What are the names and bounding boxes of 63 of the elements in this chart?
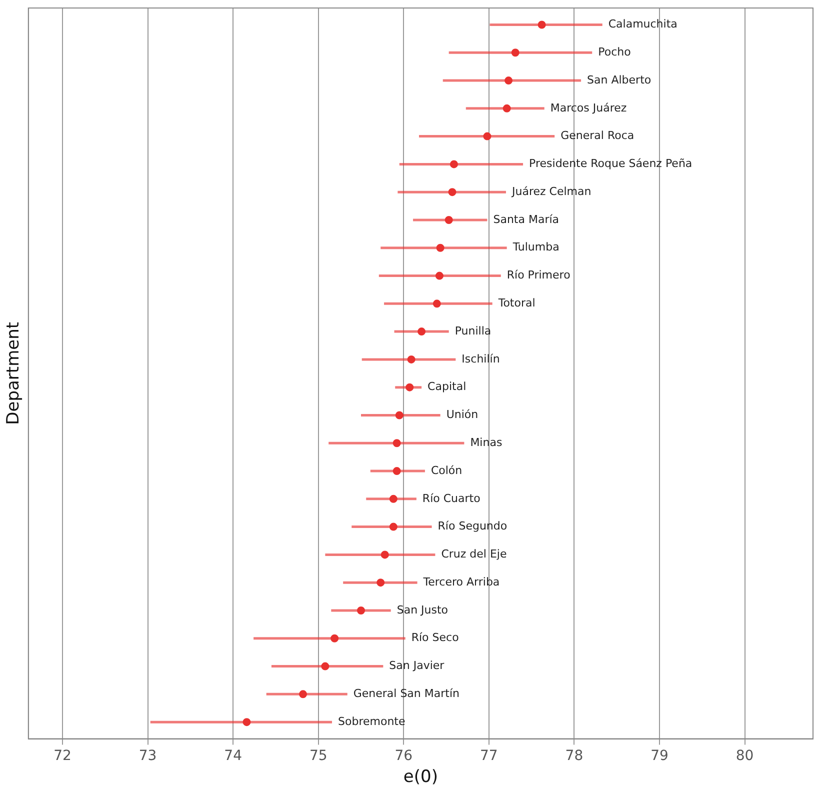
point: [538, 20, 546, 29]
point: [504, 76, 513, 85]
point: [376, 578, 385, 587]
point: [435, 272, 444, 280]
x-tick-label: 75: [309, 748, 328, 764]
point: [483, 132, 492, 140]
y-tick-label: Río Primero: [506, 268, 571, 282]
y-tick-label: Totoral: [497, 296, 536, 310]
x-tick-label: 74: [224, 748, 242, 764]
point: [389, 494, 398, 503]
point: [395, 411, 404, 420]
point: [392, 439, 401, 448]
y-tick-label: Presidente Roque Sáenz Peña: [529, 157, 692, 170]
y-tick-label: Santa María: [493, 212, 560, 226]
y-tick-label: Unión: [446, 408, 478, 422]
point: [444, 216, 453, 224]
x-tick-label: 79: [650, 748, 668, 764]
y-tick-label: General Roca: [560, 129, 634, 142]
y-tick-label: Tulumba: [512, 240, 560, 254]
y-tick-label: Río Seco: [411, 631, 460, 644]
y-tick-label: San Justo: [396, 603, 448, 616]
y-tick-label: Marcos Juárez: [550, 101, 627, 114]
point: [407, 355, 416, 364]
x-axis-title: e(0): [403, 767, 438, 788]
point: [321, 662, 330, 670]
point: [436, 244, 444, 252]
y-tick-label: Juárez Celman: [510, 184, 592, 198]
point: [511, 48, 520, 57]
y-tick-label: Calamuchita: [608, 18, 678, 31]
y-tick-label: Capital: [428, 380, 466, 394]
point: [357, 606, 365, 614]
point: [432, 300, 441, 308]
y-tick-label: San Alberto: [587, 73, 652, 86]
y-axis-title: Department: [4, 322, 24, 425]
point: [242, 718, 251, 726]
point: [389, 522, 398, 531]
y-tick-label: Río Segundo: [438, 520, 508, 533]
y-tick-label: Minas: [470, 436, 502, 449]
y-tick-label: General San Martín: [353, 687, 460, 700]
y-tick-label: Sobremonte: [338, 714, 406, 728]
x-tick-label: 80: [736, 748, 754, 764]
y-tick-label: Ischilín: [462, 352, 500, 366]
y-tick-label: Río Cuarto: [422, 492, 481, 505]
y-tick-label: San Javier: [389, 659, 445, 672]
x-tick-label: 76: [394, 748, 413, 764]
point: [448, 188, 456, 196]
y-tick-label: Tercero Arriba: [422, 575, 500, 588]
point: [450, 160, 458, 168]
x-tick-label: 72: [54, 748, 72, 764]
point: [418, 328, 426, 336]
point: [392, 467, 401, 476]
x-tick-label: 73: [138, 748, 157, 764]
y-tick-label: Pocho: [598, 45, 632, 58]
x-tick-label: 77: [480, 748, 498, 764]
point: [380, 550, 389, 559]
y-tick-label: Punilla: [454, 324, 492, 338]
x-tick-label: 78: [565, 748, 584, 764]
point: [406, 383, 414, 392]
point: [330, 634, 339, 642]
y-tick-label: Colón: [430, 464, 462, 477]
point: [502, 104, 511, 112]
y-tick-label: Cruz del Eje: [441, 548, 507, 561]
point: [299, 690, 308, 698]
